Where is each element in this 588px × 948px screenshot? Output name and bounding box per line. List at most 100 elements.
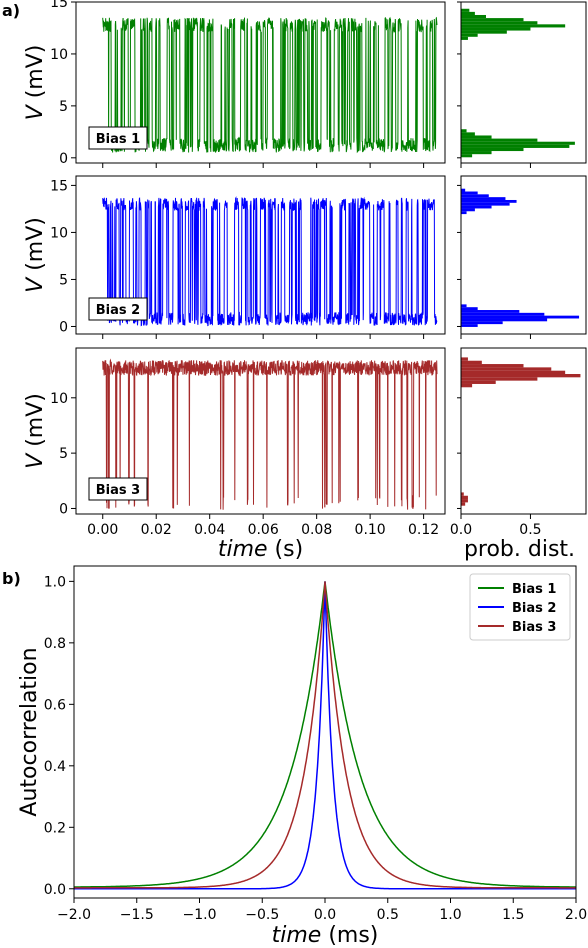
histogram-bar bbox=[461, 380, 496, 384]
histogram-bar bbox=[461, 304, 467, 308]
autocorr-y-tick-label: 0.0 bbox=[44, 882, 66, 898]
legend-label-1: Bias 1 bbox=[512, 582, 556, 597]
autocorr-x-tick-label: −2.0 bbox=[57, 907, 91, 923]
histogram-bar bbox=[461, 208, 475, 212]
histogram-bar bbox=[461, 14, 486, 19]
histogram-bar bbox=[461, 199, 517, 203]
legend-box bbox=[469, 573, 571, 641]
autocorr-x-axis-label: time (ms) bbox=[272, 923, 379, 948]
x-axis-label: time (s) bbox=[218, 537, 303, 562]
histogram-x-tick-label: 0.0 bbox=[450, 522, 472, 538]
axes-frame bbox=[75, 175, 446, 335]
histogram-bar bbox=[461, 21, 538, 25]
histogram-3: 0.0 0.5 bbox=[450, 347, 587, 538]
bias-label-2: Bias 2 bbox=[96, 303, 140, 318]
bias-label-3: Bias 3 bbox=[96, 483, 140, 498]
x-tick-label: 0.04 bbox=[194, 522, 225, 538]
autocorr-y-tick-label: 0.2 bbox=[44, 820, 66, 836]
x-axis-word: time bbox=[272, 923, 322, 948]
x-axis-unit: (ms) bbox=[321, 923, 378, 948]
histogram-frame bbox=[460, 1, 587, 164]
histogram-frame bbox=[460, 347, 587, 515]
trace-line-2 bbox=[102, 196, 438, 327]
histogram-bar bbox=[461, 191, 478, 195]
x-axis-unit: (s) bbox=[268, 537, 304, 562]
histogram-bar bbox=[461, 18, 524, 22]
autocorr-x-tick-label: −1.0 bbox=[183, 907, 217, 923]
histogram-bar bbox=[461, 11, 475, 15]
histogram-bar bbox=[461, 30, 507, 34]
histogram-bar bbox=[461, 367, 552, 371]
legend: Bias 1 Bias 2 Bias 3 bbox=[469, 573, 571, 641]
histogram-x-axis-label: prob. dist. bbox=[464, 537, 575, 562]
histogram-bar bbox=[461, 492, 464, 496]
y-tick-label: 10 bbox=[50, 225, 68, 241]
histogram-bar bbox=[461, 151, 492, 155]
autocorr-y-tick-label: 0.6 bbox=[44, 697, 66, 713]
autocorr-y-axis-label: Autocorrelation bbox=[17, 647, 42, 816]
histogram-bar bbox=[461, 357, 468, 361]
histogram-bar bbox=[461, 138, 538, 142]
histogram-bar bbox=[461, 321, 503, 325]
histogram-bar bbox=[461, 188, 466, 192]
y-tick-label: 15 bbox=[50, 178, 68, 194]
histogram-bar bbox=[461, 360, 482, 365]
x-tick-label: 0.00 bbox=[87, 522, 118, 538]
panel-label-a: a) bbox=[2, 1, 20, 20]
panel-label-b: b) bbox=[2, 569, 21, 588]
autocorr-x-tick-label: 1.0 bbox=[439, 907, 461, 923]
histogram-bar bbox=[461, 197, 506, 200]
histogram-bar bbox=[461, 364, 524, 368]
trace-line-3 bbox=[102, 358, 438, 510]
histogram-bar bbox=[461, 495, 468, 500]
histogram-bar bbox=[461, 377, 538, 381]
histogram-bar bbox=[461, 310, 520, 313]
histogram-bar bbox=[461, 141, 575, 145]
histogram-bar bbox=[461, 315, 580, 319]
autocorr-x-tick-label: 2.0 bbox=[565, 907, 587, 923]
subplot-1: 0 5 10 15 Bias 1 V (mV) bbox=[23, 0, 446, 168]
x-axis-word: time bbox=[218, 537, 268, 562]
histogram-bar bbox=[461, 33, 478, 37]
histogram-bar bbox=[461, 8, 470, 12]
autocorr-x-tick-label: 0.5 bbox=[377, 907, 399, 923]
x-tick-label: 0.06 bbox=[248, 522, 279, 538]
y-tick-label: 10 bbox=[50, 391, 68, 407]
subplot-3: 0 5 10 0.00 0.02 0.04 0.06 0.08 0.10 0.12 Bias 3 V … bbox=[23, 347, 446, 538]
y-axis-label: V (mV) bbox=[23, 45, 48, 121]
histogram-bar bbox=[461, 499, 468, 503]
histogram-bar bbox=[461, 24, 566, 28]
histogram-bar bbox=[461, 147, 524, 152]
histogram-2 bbox=[457, 175, 587, 339]
histogram-bar bbox=[461, 383, 473, 388]
x-tick-label: 0.10 bbox=[355, 522, 386, 538]
x-tick-label: 0.08 bbox=[301, 522, 332, 538]
legend-label-2: Bias 2 bbox=[512, 601, 556, 616]
autocorr-y-tick-label: 1.0 bbox=[44, 574, 66, 590]
bias-label-box bbox=[88, 297, 148, 321]
histogram-bar bbox=[461, 129, 467, 133]
y-axis-unit: (mV) bbox=[23, 45, 48, 106]
x-tick-label: 0.02 bbox=[141, 522, 172, 538]
axes-frame bbox=[75, 347, 446, 515]
y-axis-unit: (mV) bbox=[23, 393, 48, 454]
y-tick-label: 0 bbox=[59, 319, 68, 335]
autocorr-line-3 bbox=[74, 581, 576, 889]
histogram-bar bbox=[461, 318, 548, 322]
histogram-frame bbox=[460, 175, 587, 335]
histogram-bar bbox=[461, 154, 473, 158]
bias-label-box bbox=[88, 477, 148, 501]
y-tick-label: 15 bbox=[50, 0, 68, 11]
autocorr-y-tick-label: 0.8 bbox=[44, 636, 66, 652]
histogram-bar bbox=[461, 144, 570, 148]
histogram-bar bbox=[461, 202, 510, 206]
y-tick-label: 5 bbox=[59, 99, 68, 115]
autocorr-x-tick-label: −1.5 bbox=[120, 907, 154, 923]
histogram-bar bbox=[461, 132, 475, 136]
y-axis-symbol: V bbox=[23, 103, 48, 120]
histogram-bar bbox=[461, 307, 478, 311]
y-tick-label: 5 bbox=[59, 272, 68, 288]
autocorr-x-tick-label: 0.0 bbox=[314, 907, 336, 923]
